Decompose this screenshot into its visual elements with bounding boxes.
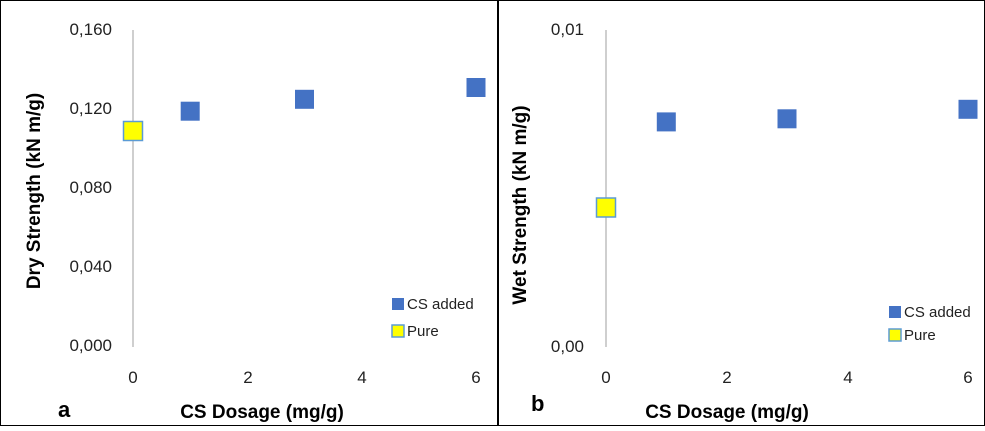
- legend-marker-cs-added: [392, 298, 404, 310]
- x-tick-label: 6: [471, 368, 480, 387]
- cs-added-marker: [466, 78, 486, 97]
- legend: CS added Pure: [391, 296, 474, 340]
- legend-marker-pure: [888, 328, 902, 342]
- x-tick-label: 4: [357, 368, 366, 387]
- pure-marker: [122, 120, 144, 142]
- legend: CS added Pure: [888, 304, 971, 344]
- x-tick-label: 2: [243, 368, 252, 387]
- legend-label: Pure: [904, 327, 936, 344]
- x-tick-label: 2: [722, 368, 731, 387]
- panel-a-frame: [0, 0, 499, 427]
- pure-marker: [595, 197, 617, 218]
- y-axis-title: Wet Strength (kN m/g): [510, 105, 531, 304]
- x-axis-title: CS Dosage (mg/g): [180, 402, 344, 423]
- legend-label: Pure: [407, 323, 439, 340]
- panel-a-x-tick-labels: 0 2 4 6: [128, 368, 480, 387]
- legend-marker-cs-added: [889, 306, 901, 318]
- x-tick-label: 4: [843, 368, 852, 387]
- panel-b-y-tick-labels: 0,00 0,01: [551, 20, 584, 356]
- cs-added-marker: [656, 112, 676, 132]
- panel-a: 0,000 0,040 0,080 0,120 0,160 0 2 4 6 Dr…: [24, 20, 486, 423]
- cs-added-marker: [295, 89, 314, 109]
- panel-a-y-tick-labels: 0,000 0,040 0,080 0,120 0,160: [69, 20, 112, 355]
- panel-label: b: [531, 391, 544, 416]
- y-tick-label: 0,000: [69, 336, 112, 355]
- y-tick-label: 0,080: [69, 178, 112, 197]
- y-axis-title: Dry Strength (kN m/g): [24, 93, 45, 289]
- y-tick-label: 0,00: [551, 337, 584, 356]
- legend-label: CS added: [407, 296, 474, 313]
- panel-b-x-tick-labels: 0 2 4 6: [601, 368, 972, 387]
- y-tick-label: 0,120: [69, 99, 112, 118]
- y-tick-label: 0,160: [69, 20, 112, 39]
- x-tick-label: 6: [963, 368, 972, 387]
- cs-added-marker: [777, 109, 797, 129]
- x-tick-label: 0: [128, 368, 137, 387]
- y-tick-label: 0,01: [551, 20, 584, 39]
- legend-label: CS added: [904, 304, 971, 321]
- x-tick-label: 0: [601, 368, 610, 387]
- panel-label: a: [58, 397, 71, 422]
- y-tick-label: 0,040: [69, 257, 112, 276]
- cs-added-marker: [180, 101, 200, 121]
- panel-b: 0,00 0,01 0 2 4 6 Wet Strength (kN m/g) …: [510, 20, 978, 423]
- legend-marker-pure: [391, 324, 405, 338]
- cs-added-marker: [958, 99, 978, 119]
- panel-b-frame: [497, 0, 985, 427]
- x-axis-title: CS Dosage (mg/g): [645, 402, 809, 423]
